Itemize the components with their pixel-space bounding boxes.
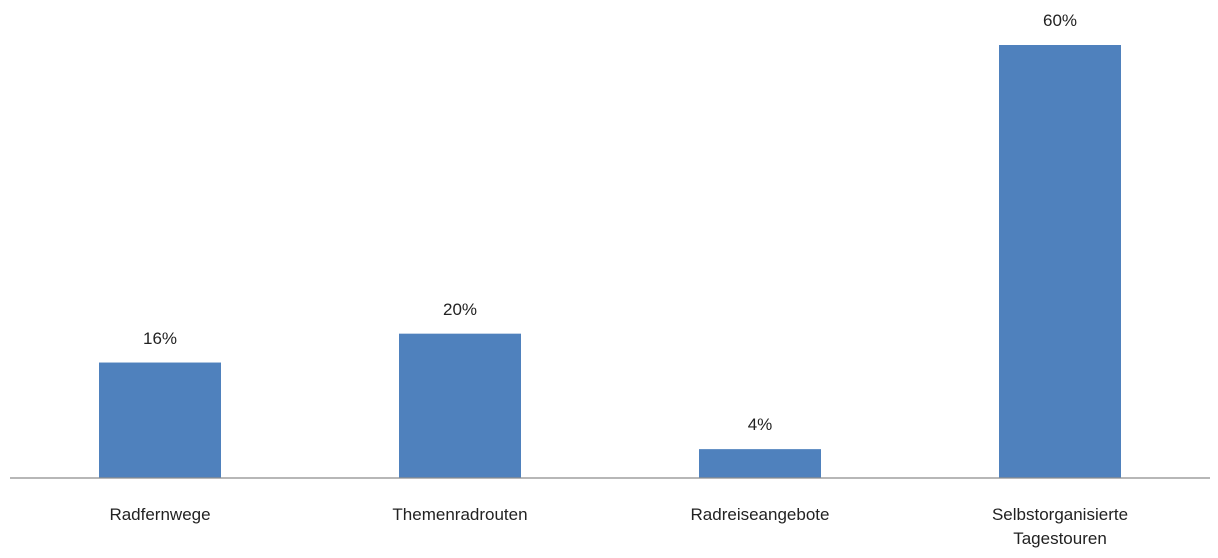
value-label: 16% (142, 328, 178, 348)
x-tick-label: Themenradrouten (392, 505, 528, 524)
x-tick-label: Selbstorganisierte Tagestouren (991, 505, 1129, 548)
bar (399, 333, 521, 478)
value-label: 4% (747, 415, 773, 435)
x-tick-label: Radreiseangebote (690, 505, 830, 524)
value-label: 60% (1042, 11, 1078, 30)
bar (999, 45, 1121, 478)
x-tick-label: Radfernwege (109, 505, 211, 524)
value-label: 20% (442, 299, 478, 319)
bar (99, 362, 221, 478)
bar (699, 449, 821, 478)
